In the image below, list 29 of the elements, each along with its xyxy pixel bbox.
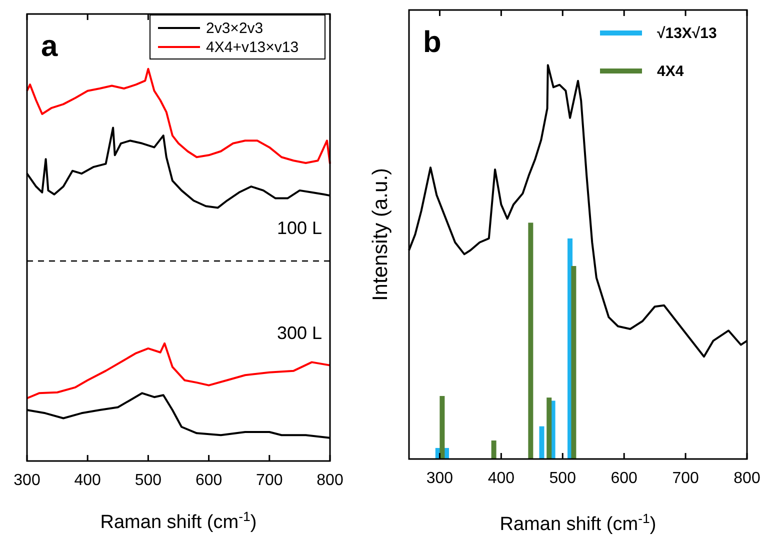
x-tick-label: 400 — [74, 472, 102, 489]
y-axis-title: Intensity (a.u.) — [369, 168, 392, 302]
chart-title: b — [423, 26, 442, 59]
x-axis-title: Raman shift (cm$^{-1}$) — [100, 508, 257, 533]
legend-label: √13X√13 — [657, 25, 717, 42]
legend-label: 4X4+v13×v13 — [206, 39, 299, 56]
bar — [546, 398, 552, 459]
x-axis-title: Raman shift (cm$^{-1}$) — [500, 510, 656, 535]
annotation: 100 L — [276, 218, 322, 238]
annotation: 300 L — [276, 323, 322, 344]
x-tick-label: 600 — [195, 472, 222, 489]
x-tick-label: 400 — [488, 470, 515, 487]
legend-label: 2v3×2v3 — [206, 20, 264, 37]
bar — [528, 222, 534, 459]
x-tick-label: 500 — [134, 472, 162, 489]
x-tick-label: 700 — [672, 470, 699, 487]
bar — [571, 266, 576, 459]
chart-title: a — [41, 30, 58, 63]
x-tick-label: 300 — [426, 470, 454, 487]
x-tick-label: 500 — [549, 470, 576, 487]
x-tick-label: 800 — [734, 470, 760, 487]
bar — [539, 426, 544, 459]
x-tick-label: 300 — [14, 472, 40, 489]
bar — [440, 396, 445, 459]
legend-label: 4X4 — [657, 63, 684, 80]
x-tick-label: 600 — [610, 470, 638, 487]
x-tick-label: 700 — [256, 472, 283, 489]
x-tick-label: 800 — [316, 472, 344, 489]
bar — [491, 440, 496, 459]
